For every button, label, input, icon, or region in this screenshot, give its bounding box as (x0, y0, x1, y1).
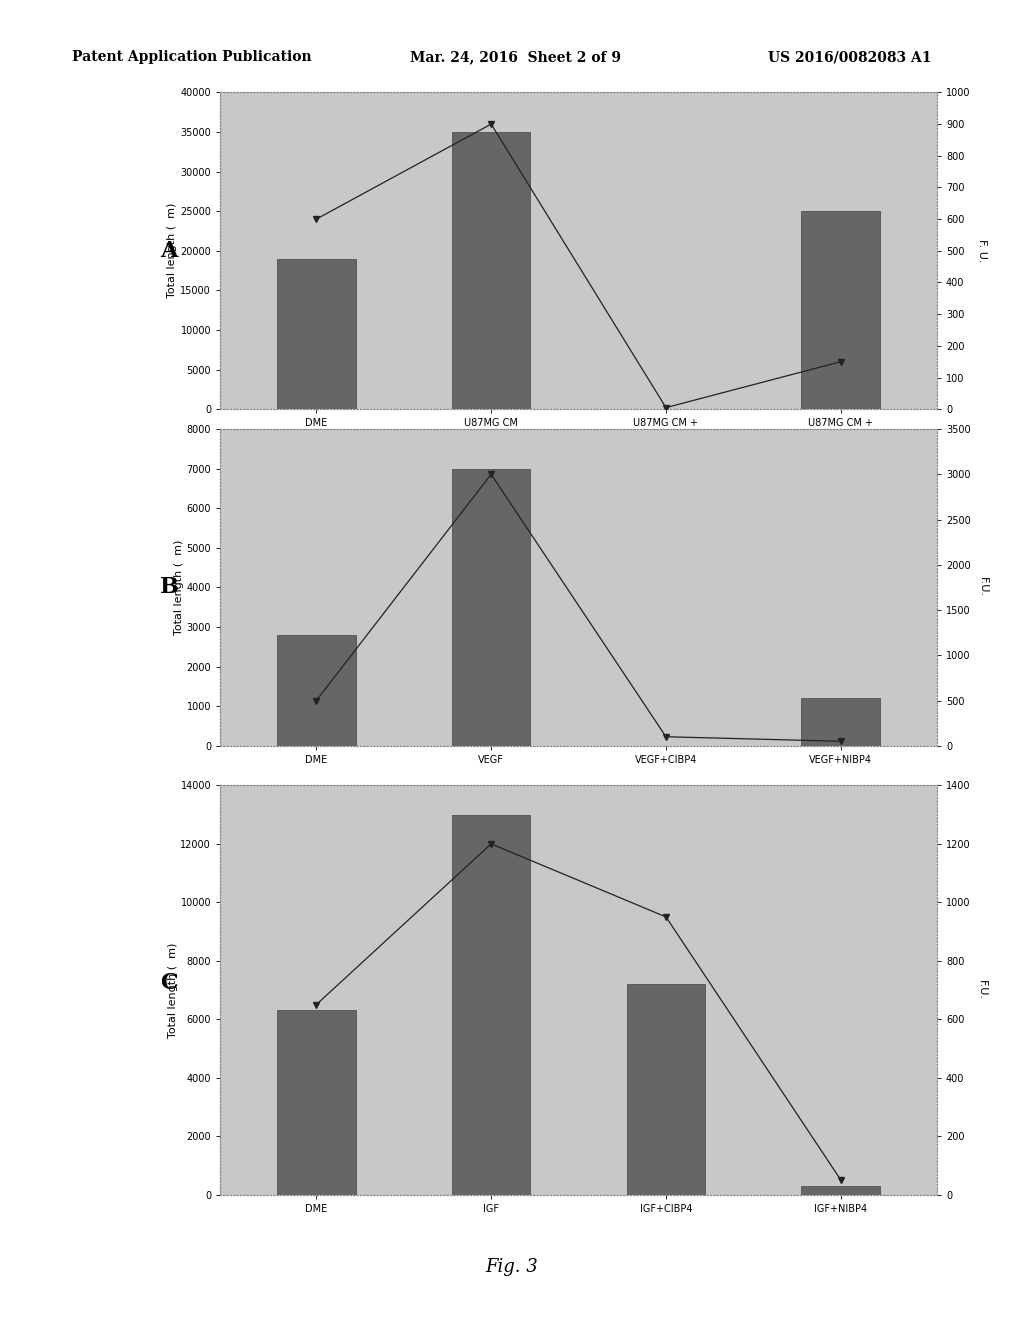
Text: US 2016/0082083 A1: US 2016/0082083 A1 (768, 50, 932, 65)
Y-axis label: Total length (  m): Total length ( m) (168, 203, 177, 298)
Text: C: C (160, 973, 178, 994)
Bar (452, 814, 530, 1195)
Text: Fig. 3: Fig. 3 (485, 1258, 539, 1276)
Y-axis label: Total length (  m): Total length ( m) (174, 540, 183, 635)
Bar (802, 698, 881, 746)
Bar (452, 469, 530, 746)
Text: Patent Application Publication: Patent Application Publication (72, 50, 311, 65)
Bar (627, 985, 706, 1195)
Bar (276, 259, 355, 409)
Y-axis label: Total length (  m): Total length ( m) (168, 942, 177, 1038)
Bar (802, 1185, 881, 1195)
Bar (276, 1011, 355, 1195)
Y-axis label: F. U.: F. U. (977, 239, 987, 263)
Y-axis label: F.U.: F.U. (977, 979, 987, 1001)
Text: A: A (161, 240, 177, 261)
Text: B: B (160, 577, 178, 598)
Bar (802, 211, 881, 409)
Bar (452, 132, 530, 409)
Y-axis label: F.U.: F.U. (977, 577, 987, 598)
Text: Mar. 24, 2016  Sheet 2 of 9: Mar. 24, 2016 Sheet 2 of 9 (410, 50, 621, 65)
Bar (276, 635, 355, 746)
